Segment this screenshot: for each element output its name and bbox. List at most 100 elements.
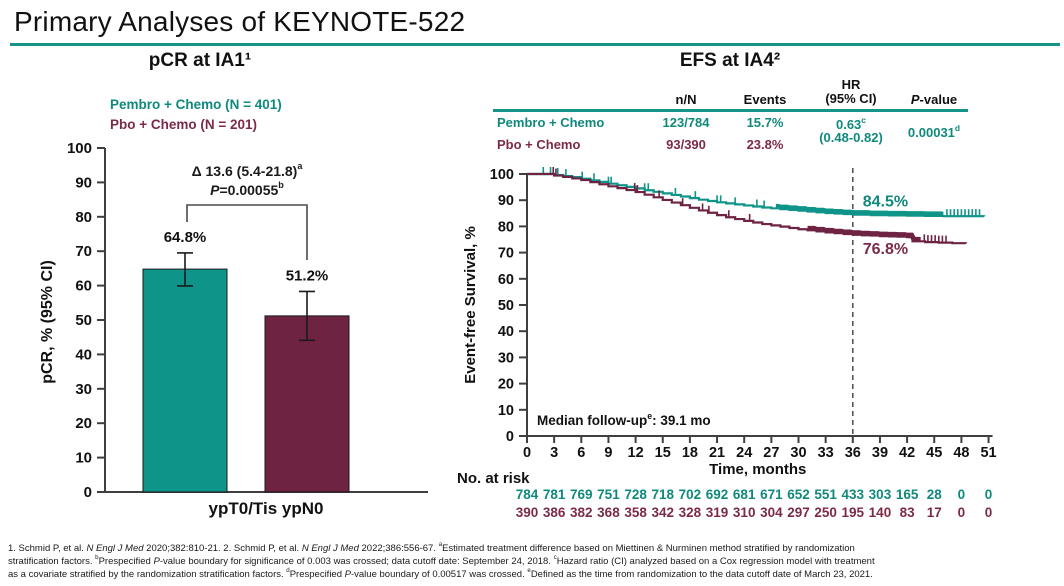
bar-value-label: 64.8% xyxy=(164,229,207,246)
footnote-line-1: 1. Schmid P, et al. N Engl J Med 2020;38… xyxy=(8,541,855,554)
at-risk-value: 728 xyxy=(624,487,647,502)
at-risk-value: 433 xyxy=(842,487,865,502)
y-tick-label: 100 xyxy=(490,167,514,183)
y-tick-label: 20 xyxy=(75,415,92,432)
x-tick-label: 39 xyxy=(872,445,888,461)
y-tick-label: 80 xyxy=(75,209,92,226)
y-tick-label: 60 xyxy=(498,272,514,288)
x-tick-label: 15 xyxy=(655,445,671,461)
footnotes: 1. Schmid P, et al. N Engl J Med 2020;38… xyxy=(8,542,1058,581)
bar-Pbo + Chemo xyxy=(264,315,350,493)
efs-row-pbo-label: Pbo + Chemo xyxy=(497,137,581,152)
y-tick-label: 0 xyxy=(506,429,514,445)
y-tick-label: 40 xyxy=(75,346,92,363)
pcr-title: pCR at IA1¹ xyxy=(148,50,252,71)
at-risk-value: 0 xyxy=(958,505,966,520)
efs-pvalue-cell: 0.00031d xyxy=(907,122,961,140)
efs-title: EFS at IA4² xyxy=(679,50,781,71)
at-risk-value: 0 xyxy=(958,487,966,502)
y-axis-label: Event-free Survival, % xyxy=(462,226,479,384)
at-risk-value: 140 xyxy=(869,505,892,520)
censor-band xyxy=(775,203,944,217)
at-risk-value: 250 xyxy=(814,505,837,520)
x-tick-label: 48 xyxy=(953,445,969,461)
x-tick-label: 45 xyxy=(926,445,942,461)
p-value-annotation: P=0.00055b xyxy=(210,180,284,198)
x-tick-label: 24 xyxy=(736,445,752,461)
footnote-line-3: as a covariate stratified by the randomi… xyxy=(8,567,873,580)
x-tick-label: 6 xyxy=(577,445,585,461)
y-tick-label: 0 xyxy=(84,484,92,501)
efs-table-header-hr: HR (95% CI) xyxy=(825,77,877,106)
x-tick-label: 42 xyxy=(899,445,915,461)
footnote-line-2: stratification factors. bPrespecified P-… xyxy=(8,554,875,567)
efs-row-pbo-events: 23.8% xyxy=(746,137,784,152)
y-tick-label: 20 xyxy=(498,377,514,393)
comparison-bracket xyxy=(186,204,308,260)
slide-title: Primary Analyses of KEYNOTE-522 xyxy=(14,6,466,37)
y-tick-label: 40 xyxy=(498,324,514,340)
at-risk-value: 551 xyxy=(814,487,837,502)
efs-row-pembro-events: 15.7% xyxy=(746,115,784,130)
at-risk-value: 28 xyxy=(927,487,943,502)
at-risk-value: 303 xyxy=(869,487,892,502)
at-risk-value: 17 xyxy=(927,505,942,520)
at-risk-value: 319 xyxy=(706,505,729,520)
at-risk-value: 681 xyxy=(733,487,756,502)
x-tick-label: 3 xyxy=(550,445,558,461)
x-tick-label: 27 xyxy=(763,445,779,461)
legend-pembro-chemo: Pembro + Chemo (N = 401) xyxy=(110,97,282,112)
at-risk-value: 390 xyxy=(516,505,539,520)
y-tick-label: 70 xyxy=(75,243,92,260)
title-rule xyxy=(10,43,1060,46)
at-risk-value: 751 xyxy=(597,487,620,502)
bar-value-label: 51.2% xyxy=(286,267,329,284)
at-risk-value: 0 xyxy=(985,487,993,502)
at-risk-value: 0 xyxy=(985,505,993,520)
at-risk-value: 328 xyxy=(679,505,702,520)
x-axis-label: Time, months xyxy=(709,461,806,478)
y-tick-label: 80 xyxy=(498,219,514,235)
x-tick-label: 12 xyxy=(628,445,644,461)
at-risk-value: 195 xyxy=(842,505,865,520)
x-tick-label: 18 xyxy=(682,445,698,461)
at-risk-value: 671 xyxy=(760,487,783,502)
y-axis-label: pCR, % (95% CI) xyxy=(39,260,56,384)
efs-table-header-events: Events xyxy=(743,92,787,107)
at-risk-value: 718 xyxy=(651,487,674,502)
y-tick-label: 30 xyxy=(75,381,92,398)
x-category-label: ypT0/Tis ypN0 xyxy=(209,499,324,518)
pcr-legend: Pembro + Chemo (N = 401) Pbo + Chemo (N … xyxy=(110,95,282,135)
bar-Pembro + Chemo xyxy=(142,268,228,493)
landmark-label: 84.5% xyxy=(863,193,908,210)
pcr-bar-chart: 0 10 20 30 40 50 60 70 80 90 100 pCR, % (95% CI) 64.… xyxy=(39,140,428,518)
y-tick-label: 50 xyxy=(75,312,92,329)
at-risk-value: 784 xyxy=(516,487,539,502)
at-risk-value: 769 xyxy=(570,487,593,502)
y-tick-label: 10 xyxy=(75,450,92,467)
y-tick-label: 90 xyxy=(498,193,514,209)
efs-row-pbo-nN: 93/390 xyxy=(666,137,706,152)
efs-hr-cell: 0.63c (0.48-0.82) xyxy=(819,114,883,145)
at-risk-value: 358 xyxy=(624,505,647,520)
y-tick-label: 60 xyxy=(75,278,92,295)
landmark-label: 76.8% xyxy=(863,241,908,258)
at-risk-value: 692 xyxy=(706,487,729,502)
y-tick-label: 70 xyxy=(498,246,514,262)
efs-row-pembro-nN: 123/784 xyxy=(662,115,710,130)
x-tick-label: 21 xyxy=(709,445,725,461)
y-tick-label: 50 xyxy=(498,298,514,314)
at-risk-value: 304 xyxy=(760,505,783,520)
pcr-annotation: Δ 13.6 (5.4-21.8)a P=0.00055b xyxy=(122,162,372,200)
at-risk-value: 310 xyxy=(733,505,756,520)
at-risk-value: 652 xyxy=(787,487,810,502)
y-tick-label: 10 xyxy=(498,403,514,419)
x-tick-label: 33 xyxy=(818,445,834,461)
y-tick-label: 30 xyxy=(498,350,514,366)
y-tick-label: 90 xyxy=(75,174,92,191)
at-risk-value: 83 xyxy=(900,505,916,520)
at-risk-value: 165 xyxy=(896,487,919,502)
at-risk-value: 702 xyxy=(679,487,702,502)
at-risk-value: 297 xyxy=(787,505,810,520)
